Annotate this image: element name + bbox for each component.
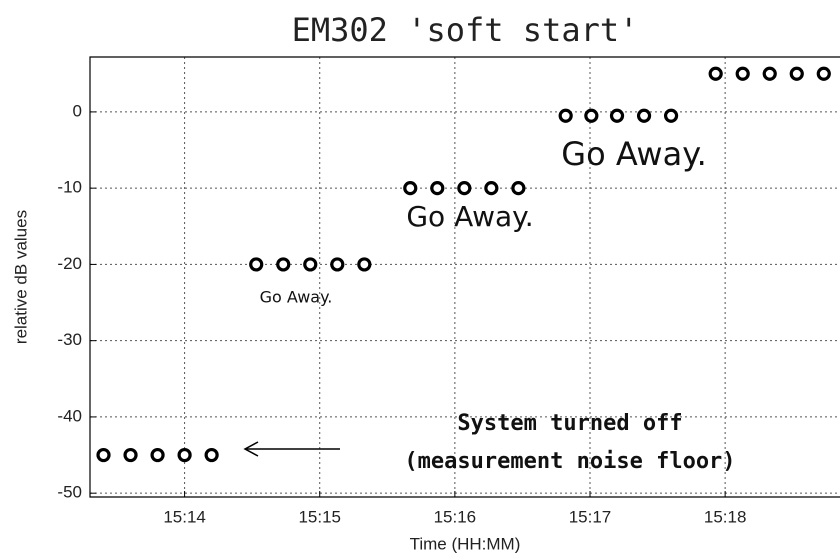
marker xyxy=(123,447,138,463)
x-tick-label: 15:17 xyxy=(569,507,612,526)
chart-title: EM302 'soft start' xyxy=(292,11,639,49)
marker xyxy=(663,108,679,123)
marker xyxy=(735,66,750,81)
x-tick-label: 15:18 xyxy=(704,507,747,526)
marker xyxy=(708,66,723,81)
marker xyxy=(303,257,318,272)
marker xyxy=(204,447,219,463)
marker xyxy=(276,257,291,272)
y-tick-label: -30 xyxy=(57,330,82,349)
marker xyxy=(816,66,831,81)
marker xyxy=(511,181,526,196)
y-tick-label: -40 xyxy=(57,406,82,425)
annotation: (measurement noise floor) xyxy=(404,449,735,474)
annotation: System turned off xyxy=(457,411,682,436)
y-tick-label: 0 xyxy=(73,101,82,120)
marker xyxy=(330,257,345,272)
axis-frame xyxy=(89,56,840,498)
annotation: Go Away. xyxy=(406,200,533,233)
marker xyxy=(96,447,111,463)
marker xyxy=(150,447,165,463)
marker xyxy=(249,257,264,272)
marker xyxy=(403,181,418,196)
marker xyxy=(457,181,472,196)
x-axis-label: Time (HH:MM) xyxy=(410,534,521,553)
marker xyxy=(430,181,445,196)
marker xyxy=(584,108,599,123)
marker xyxy=(177,447,192,463)
x-tick-label: 15:15 xyxy=(298,507,341,526)
marker xyxy=(357,257,372,272)
y-tick-label: -50 xyxy=(57,483,82,502)
x-tick-label: 15:14 xyxy=(163,507,206,526)
marker xyxy=(636,108,652,123)
y-tick-label: -20 xyxy=(57,254,82,273)
marker xyxy=(762,66,777,81)
annotation: Go Away. xyxy=(260,288,333,307)
y-tick-label: -10 xyxy=(57,178,82,197)
y-axis-label: relative dB values xyxy=(11,210,30,344)
annotation: Go Away. xyxy=(561,135,706,173)
marker xyxy=(484,181,499,196)
marker xyxy=(558,108,573,123)
arrow xyxy=(243,441,340,457)
markers xyxy=(96,66,831,463)
x-tick-label: 15:16 xyxy=(434,507,477,526)
marker xyxy=(609,108,625,123)
marker xyxy=(789,66,804,81)
axes: -50 -40 -30 -20 -10 0 15:14 15:15 15:16 15:17 15:1… xyxy=(57,56,840,526)
